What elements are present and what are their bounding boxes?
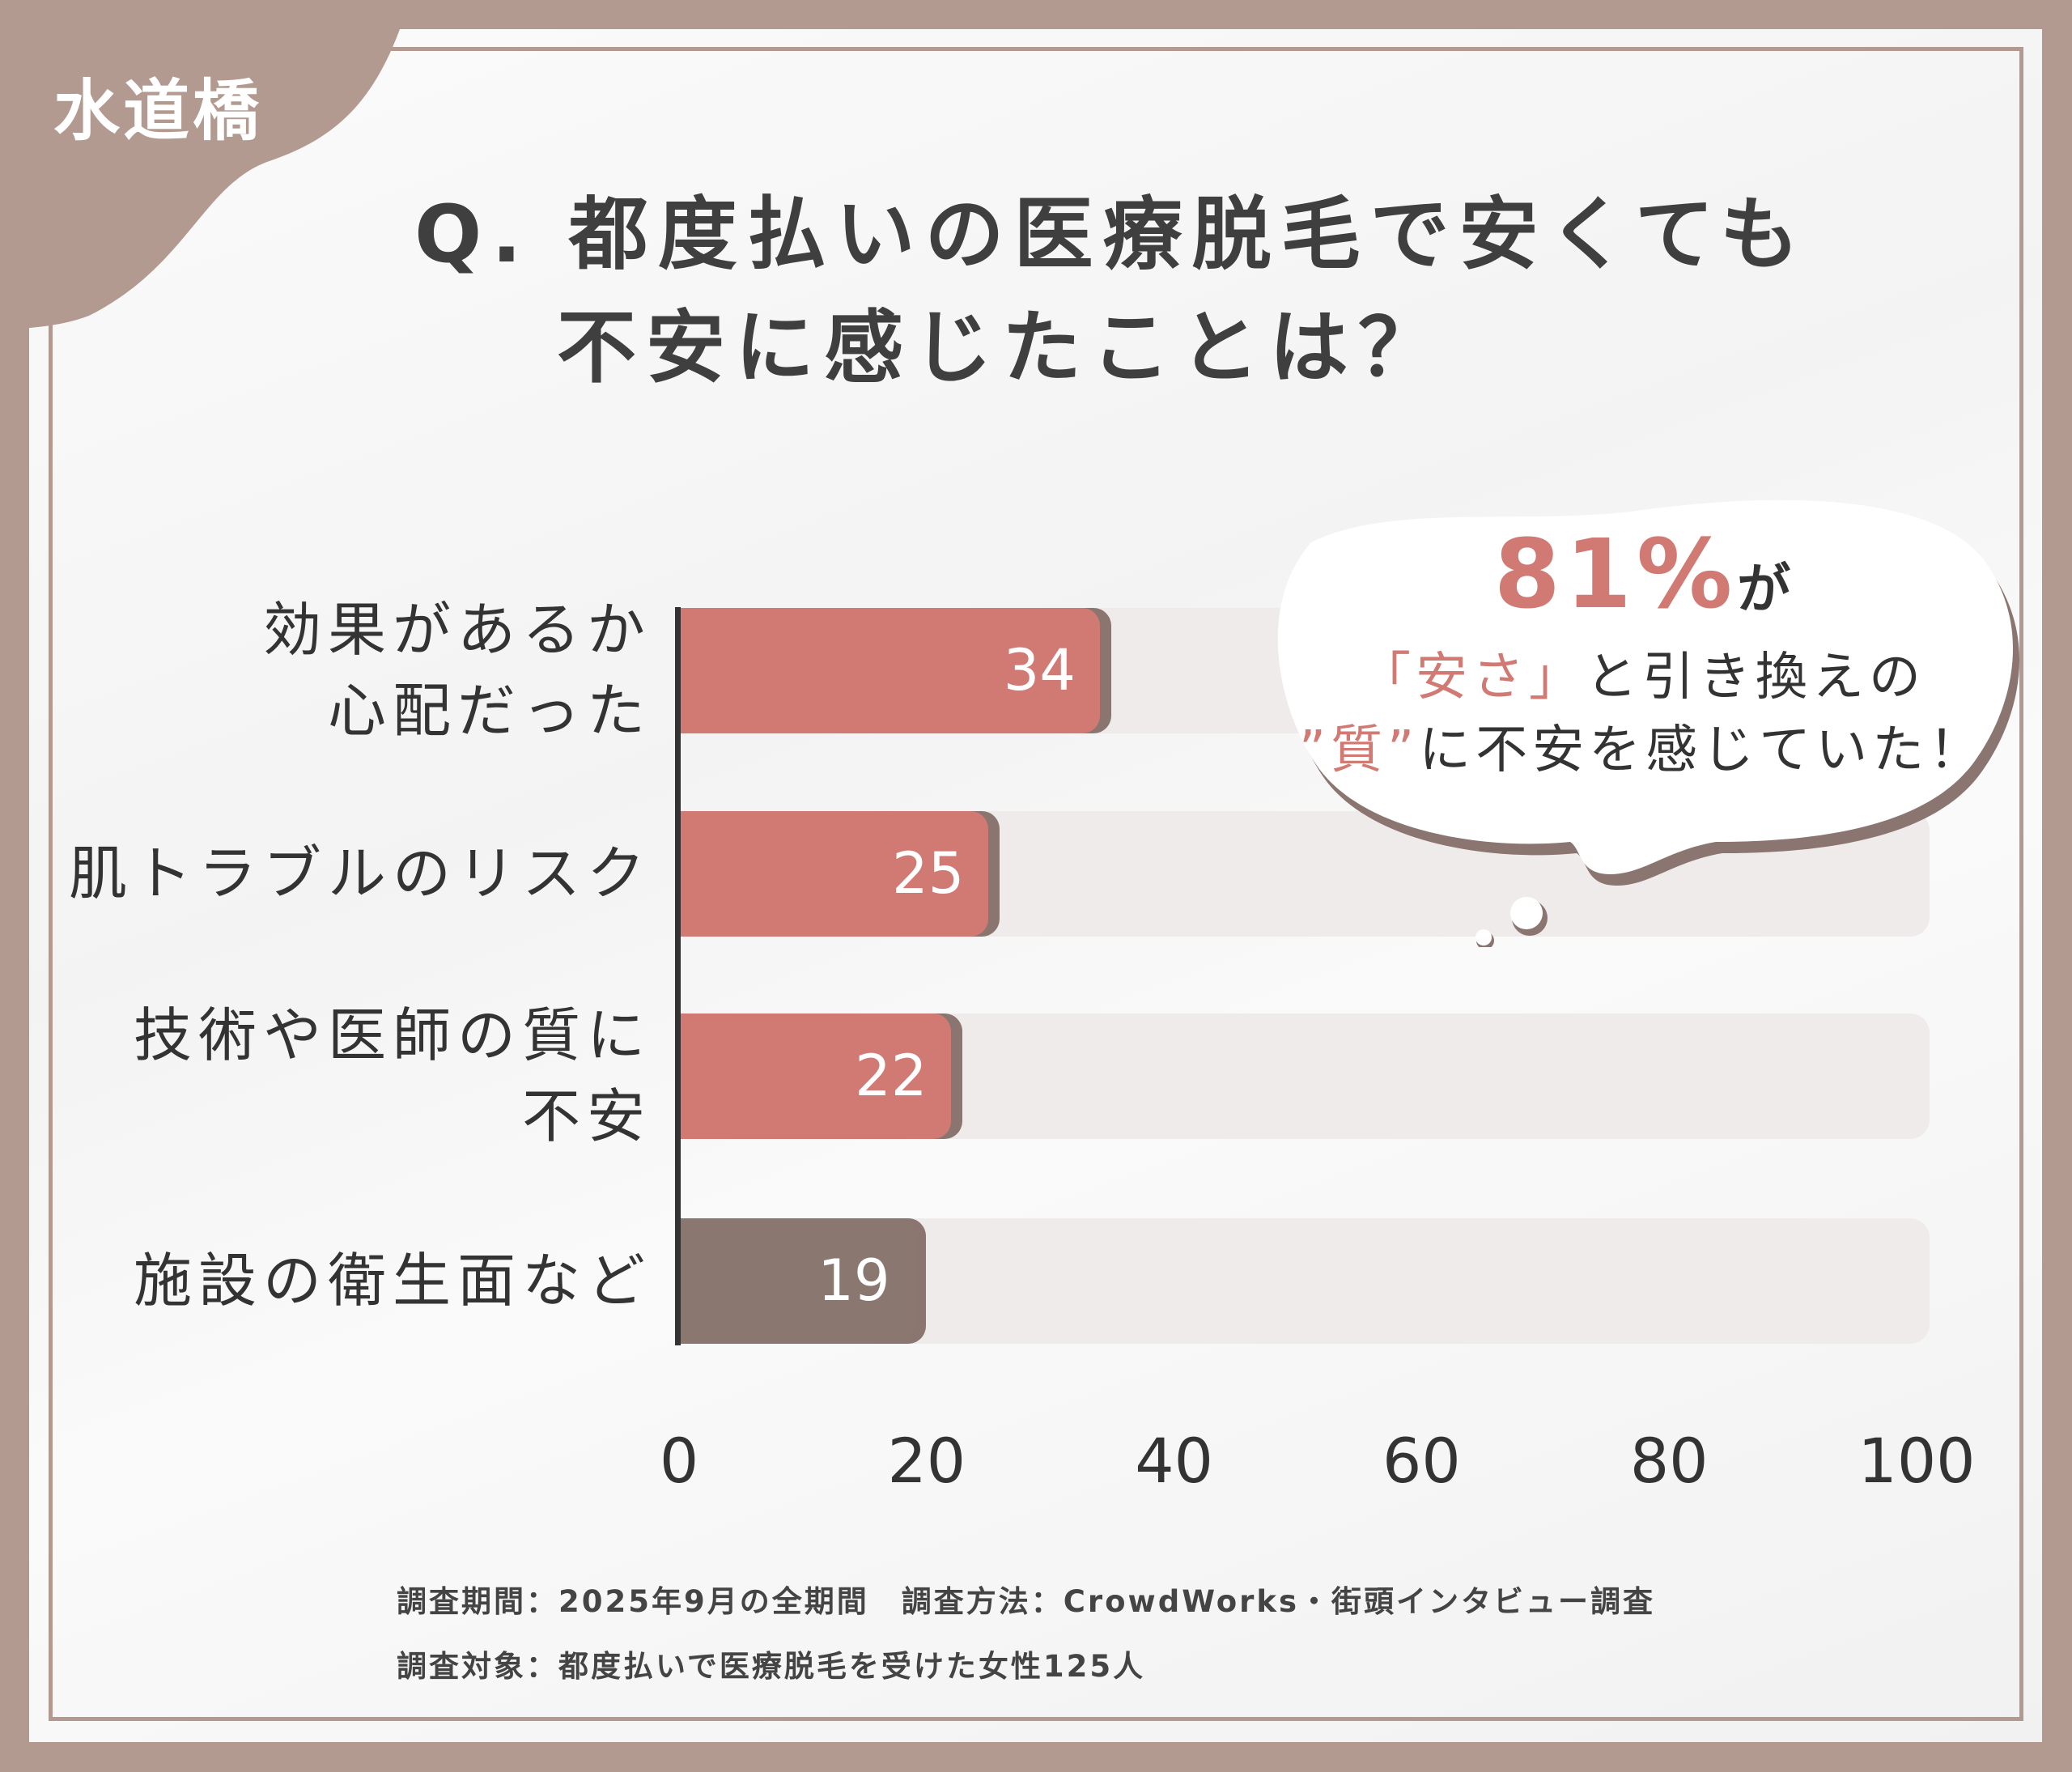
bar-value-label: 34 [1003, 637, 1076, 703]
category-label: 施設の衛生面など [134, 1240, 652, 1321]
frame [49, 47, 2023, 1721]
bar [679, 1013, 952, 1139]
category-label: 技術や医師の質に不安 [134, 995, 652, 1157]
category-label: 効果があるか心配だった [263, 589, 652, 751]
callout-line-2: 「安さ」と引き換えの [1276, 635, 2009, 710]
title-line-2: 不安に感じたことは？ [557, 302, 1448, 394]
bar [679, 1218, 915, 1344]
category-label-line: 施設の衛生面など [133, 1247, 652, 1315]
category-label-line: 効果があるか [262, 596, 652, 664]
callout-highlight-yasusa: 「安さ」 [1359, 648, 1586, 708]
x-tick-label: 100 [1858, 1425, 1976, 1497]
bar [679, 608, 1100, 733]
callout-line-1: 81%が [1276, 518, 2009, 630]
title-line-1: Q. 都度払いの医療脱毛で安くても [414, 189, 1809, 281]
category-label: 肌トラブルのリスク [69, 833, 652, 914]
bar-value-label: 19 [817, 1247, 890, 1314]
y-axis-line [675, 607, 681, 1345]
speech-bubble [1277, 499, 2020, 947]
callout-line-3: ”質”に不安を感じていた！ [1276, 708, 2009, 783]
category-label-line: 肌トラブルのリスク [68, 839, 652, 907]
callout-highlight-shitsu: ”質” [1298, 720, 1420, 780]
callout-percent: 81% [1493, 518, 1738, 630]
bar-value-label: 25 [892, 840, 965, 907]
bar [679, 811, 989, 937]
callout-line-3-text: に不安を感じていた！ [1419, 720, 1986, 780]
callout-ga: が [1737, 558, 1791, 620]
footer-line-1: 調査期間：2025年9月の全期間 調査方法：CrowdWorks・街頭インタビュ… [397, 1584, 1655, 1619]
category-label-line: 不安 [521, 1082, 652, 1150]
category-label-line: 技術や医師の質に [133, 1001, 652, 1069]
x-tick-label: 0 [659, 1425, 699, 1497]
callout-line-2-text: と引き換えの [1586, 648, 1926, 708]
x-tick-label: 80 [1629, 1425, 1709, 1497]
category-label-line: 心配だった [327, 677, 652, 745]
corner-tab [0, 0, 410, 330]
x-tick-label: 60 [1382, 1425, 1461, 1497]
x-tick-label: 20 [887, 1425, 966, 1497]
area-label: 水道橋 [53, 73, 263, 150]
x-tick-label: 40 [1135, 1425, 1213, 1497]
footer-line-2: 調査対象：都度払いで医療脱毛を受けた女性125人 [397, 1649, 1146, 1684]
bar-value-label: 22 [855, 1043, 928, 1109]
